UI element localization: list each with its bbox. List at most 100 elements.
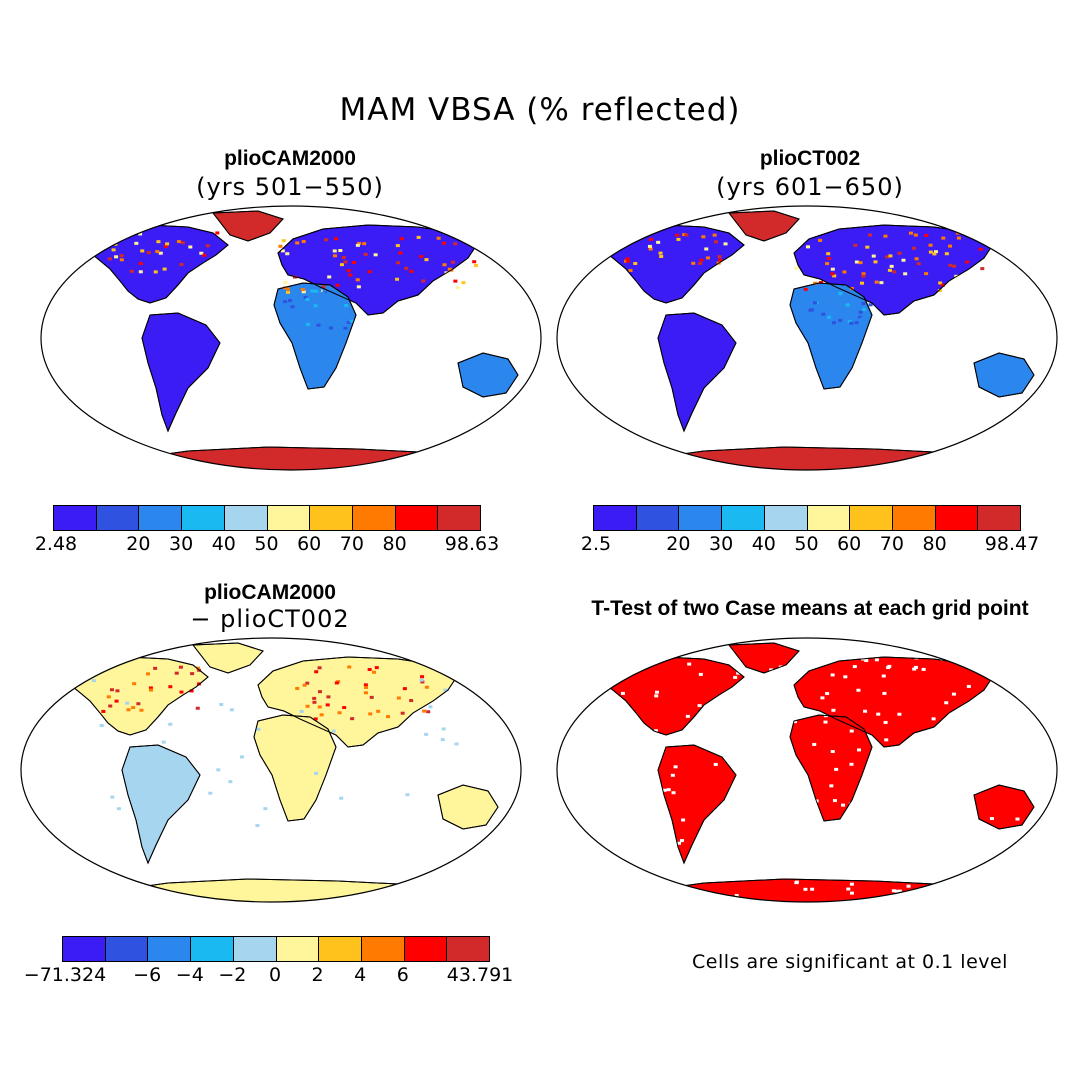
grid-cell xyxy=(887,268,892,272)
colorbar-box xyxy=(447,937,490,961)
grid-cell xyxy=(818,238,823,242)
grid-cell xyxy=(769,745,774,749)
grid-cell xyxy=(913,785,918,789)
grid-cell xyxy=(139,708,144,712)
grid-cell xyxy=(944,252,949,256)
grid-cell xyxy=(114,255,119,259)
grid-cell xyxy=(638,233,643,237)
panel3-subtitle: − plioCT002 xyxy=(190,605,350,633)
grid-cell xyxy=(108,704,113,708)
colorbar-label: 0 xyxy=(268,964,282,986)
landmass-samerica xyxy=(657,312,737,433)
grid-cell xyxy=(648,237,653,241)
grid-cell xyxy=(338,316,343,320)
colorbar-label: −4 xyxy=(175,964,204,986)
grid-cell xyxy=(158,251,163,255)
grid-cell xyxy=(1013,864,1018,868)
grid-cell xyxy=(953,755,958,759)
grid-cell xyxy=(339,796,344,800)
grid-cell xyxy=(812,301,817,305)
grid-cell xyxy=(957,723,962,727)
grid-cell xyxy=(941,236,946,240)
grid-cell xyxy=(348,273,353,277)
colorbar-box xyxy=(679,506,723,530)
grid-cell xyxy=(673,765,678,769)
grid-cell xyxy=(858,261,863,265)
grid-cell xyxy=(740,808,745,812)
grid-cell xyxy=(404,266,409,270)
grid-cell xyxy=(670,773,675,777)
coastline xyxy=(212,210,284,242)
grid-cell xyxy=(842,841,847,845)
grid-cell xyxy=(355,243,360,247)
grid-cell xyxy=(332,254,337,258)
grid-cell xyxy=(441,727,446,731)
grid-cell xyxy=(913,855,918,859)
grid-cell xyxy=(674,866,679,870)
grid-cell xyxy=(343,260,348,264)
grid-cell xyxy=(342,706,347,710)
grid-cell xyxy=(636,782,641,786)
grid-cell xyxy=(607,746,612,750)
landmass-antarctica xyxy=(95,878,469,902)
coastline xyxy=(973,784,1035,830)
grid-cell xyxy=(705,256,710,260)
map-border xyxy=(556,637,1058,903)
grid-cell xyxy=(862,851,867,855)
grid-cell xyxy=(313,289,318,293)
grid-cell xyxy=(229,708,234,712)
grid-cell xyxy=(837,857,842,861)
grid-cell xyxy=(974,790,979,794)
colorbar-box xyxy=(182,506,225,530)
grid-cell xyxy=(933,250,938,254)
grid-cell xyxy=(334,681,339,685)
grid-cell xyxy=(713,240,718,244)
grid-cell xyxy=(395,277,400,281)
grid-cell xyxy=(876,712,881,716)
grid-cell xyxy=(923,769,928,773)
grid-cell xyxy=(866,821,871,825)
grid-cell xyxy=(1008,855,1013,859)
grid-cell xyxy=(887,664,892,668)
grid-cell xyxy=(1015,817,1020,821)
grid-cell xyxy=(954,876,959,880)
grid-cell xyxy=(338,249,343,253)
grid-cell xyxy=(687,895,692,899)
grid-cell xyxy=(290,305,295,309)
grid-cell xyxy=(400,711,405,715)
grid-cell xyxy=(979,779,984,783)
grid-cell xyxy=(126,708,131,712)
colorbar-label: 20 xyxy=(666,533,691,555)
grid-cell xyxy=(794,266,799,270)
coastline xyxy=(141,312,221,433)
coastline xyxy=(437,784,499,830)
colorbar-box xyxy=(594,506,637,530)
grid-cell xyxy=(849,321,854,325)
colorbar-label: 80 xyxy=(922,533,947,555)
grid-cell xyxy=(892,270,897,274)
grid-cell xyxy=(872,740,877,744)
colorbar-box xyxy=(139,506,183,530)
grid-cell xyxy=(344,303,349,307)
grid-cell xyxy=(687,662,692,666)
grid-cell xyxy=(454,742,459,746)
grid-cell xyxy=(826,315,831,319)
grid-cell xyxy=(737,747,742,751)
coastline xyxy=(789,282,873,390)
grid-cell xyxy=(931,717,936,721)
colorbar-box xyxy=(764,506,808,530)
grid-cell xyxy=(783,868,788,872)
grid-cell xyxy=(676,841,681,845)
grid-cell xyxy=(849,762,854,766)
grid-cell xyxy=(299,709,304,713)
grid-cell xyxy=(629,715,634,719)
grid-cell xyxy=(985,759,990,763)
grid-cell xyxy=(659,254,664,258)
colorbar-label: 98.63 xyxy=(444,533,500,555)
grid-cell xyxy=(145,672,150,676)
grid-cell xyxy=(402,687,407,691)
grid-cell xyxy=(405,793,410,797)
grid-cell xyxy=(301,290,306,294)
grid-cell xyxy=(633,261,638,265)
grid-cell xyxy=(310,289,315,293)
